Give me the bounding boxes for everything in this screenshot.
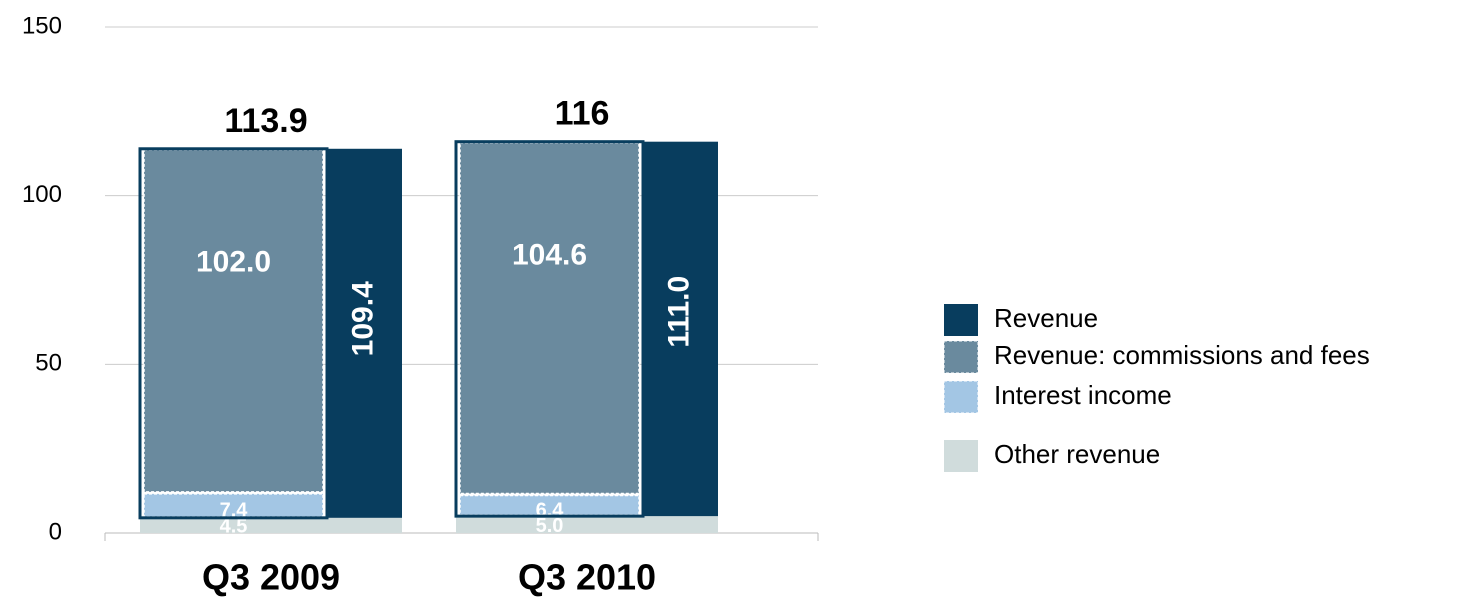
- value-label: 104.6: [512, 239, 587, 272]
- legend-swatch: [943, 340, 979, 374]
- legend-label: Other revenue: [994, 439, 1160, 469]
- value-label: 7.4: [220, 500, 249, 522]
- bar-segment: [643, 141, 718, 517]
- legend-label: Revenue: commissions and fees: [994, 340, 1370, 370]
- value-label: 6.4: [536, 500, 565, 522]
- value-label: 4.5: [220, 516, 248, 538]
- bar-segment: [327, 148, 402, 518]
- legend-label: Interest income: [994, 380, 1172, 410]
- bar-segment: [456, 516, 718, 533]
- bar-segment: [143, 149, 324, 493]
- y-tick-label: 150: [22, 12, 62, 39]
- bar-segment: [459, 141, 640, 495]
- y-tick-label: 0: [49, 518, 62, 545]
- total-label: 113.9: [224, 102, 307, 140]
- legend-swatch: [944, 440, 978, 472]
- legend-swatch: [943, 380, 979, 414]
- bar-segment: [459, 494, 640, 516]
- y-tick-label: 100: [22, 181, 62, 208]
- value-label: 5.0: [536, 515, 564, 537]
- legend-label: Revenue: [994, 303, 1098, 333]
- x-tick-label: Q3 2010: [518, 557, 656, 598]
- value-label: 109.4: [346, 281, 379, 356]
- value-label: 102.0: [196, 246, 271, 279]
- total-label: 116: [555, 95, 610, 133]
- x-tick-label: Q3 2009: [202, 557, 340, 598]
- y-tick-label: 50: [35, 350, 62, 377]
- legend-swatch: [944, 304, 978, 336]
- bar-segment: [140, 517, 402, 533]
- value-label: 111.0: [662, 276, 695, 348]
